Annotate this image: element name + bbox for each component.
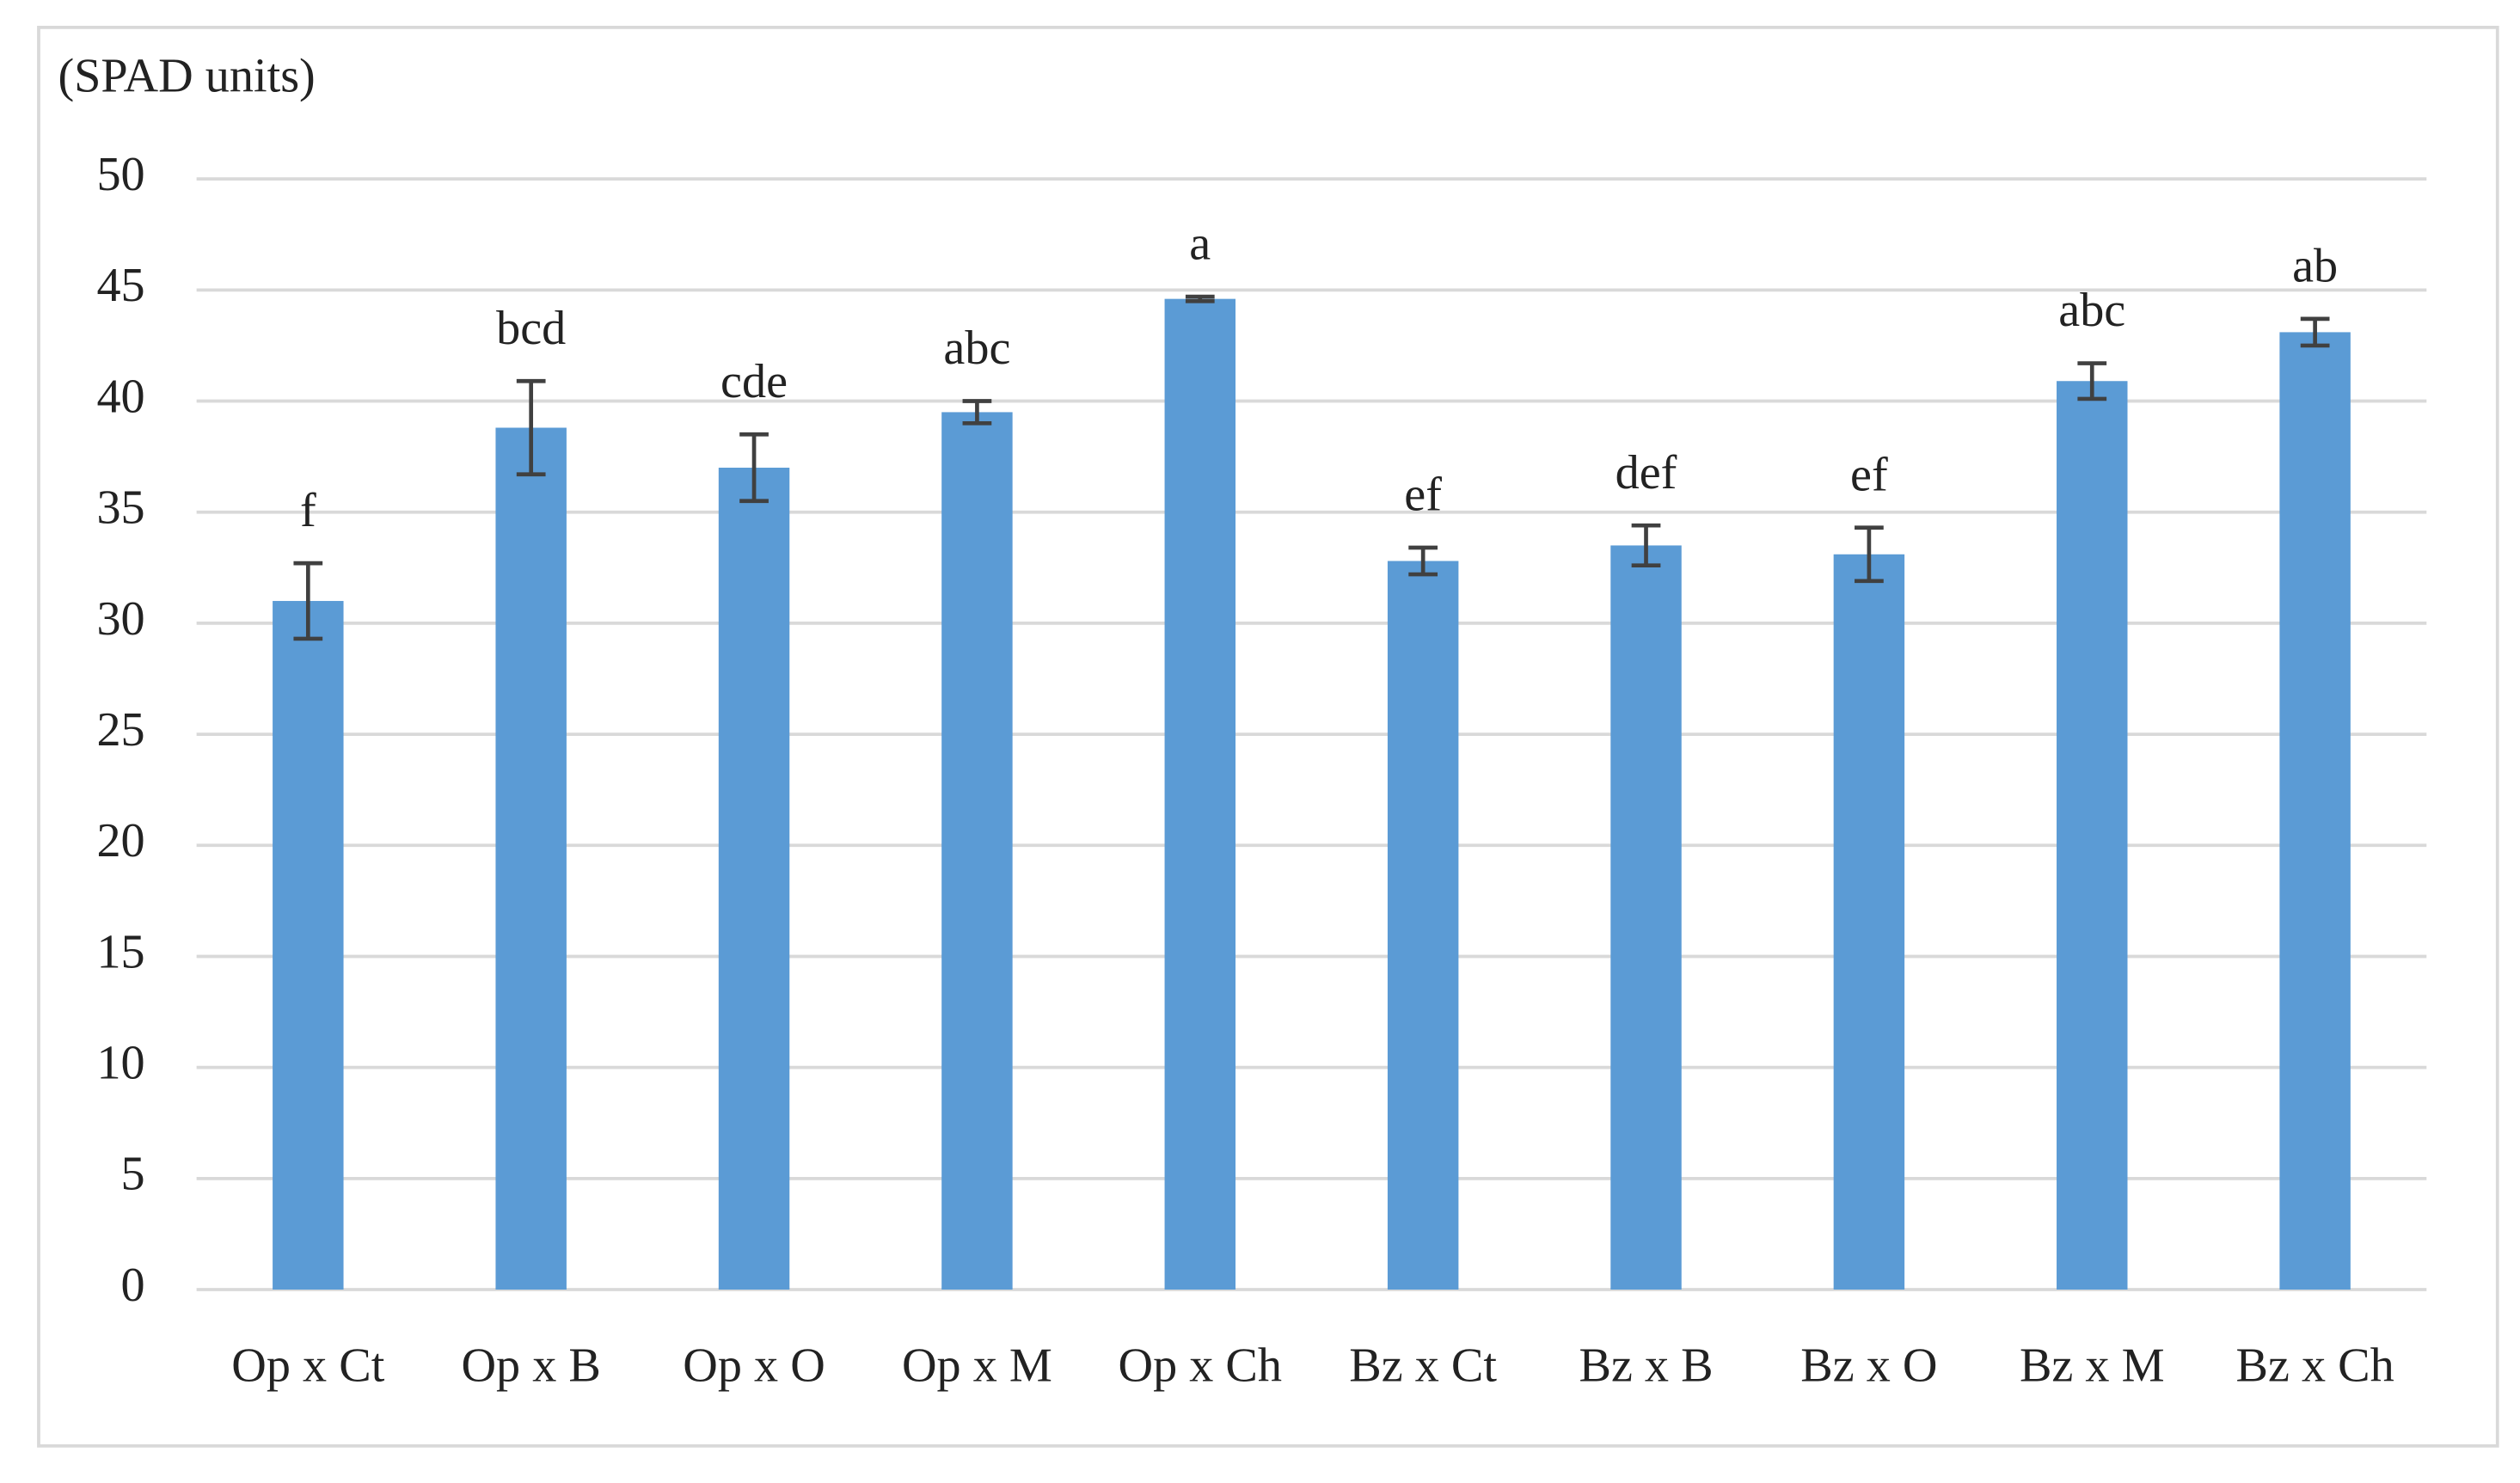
- x-tick-label: Op x O: [683, 1339, 825, 1393]
- significance-letter: ef: [1850, 448, 1888, 501]
- x-tick-label: Op x M: [902, 1339, 1052, 1393]
- bar: [1164, 298, 1236, 1290]
- y-tick-label: 0: [121, 1259, 145, 1312]
- chart-border: [37, 26, 2499, 1448]
- bar: [273, 601, 344, 1290]
- x-tick-label: Bz x O: [1800, 1339, 1937, 1393]
- y-tick-label: 15: [96, 925, 144, 978]
- x-tick-label: Bz x M: [2020, 1339, 2165, 1393]
- bar: [495, 427, 567, 1290]
- error-bar: [1185, 294, 1215, 303]
- x-tick-label: Bz x B: [1579, 1339, 1713, 1393]
- y-tick-label: 30: [96, 592, 144, 646]
- y-tick-label: 40: [96, 370, 144, 423]
- significance-letter: bcd: [496, 302, 566, 355]
- bar: [718, 468, 790, 1290]
- bar: [2057, 381, 2128, 1290]
- bar: [2279, 332, 2351, 1290]
- x-tick-label: Op x Ch: [1119, 1339, 1282, 1393]
- significance-letter: abc: [2058, 284, 2125, 337]
- y-tick-label: 20: [96, 814, 144, 867]
- y-tick-label: 10: [96, 1037, 144, 1090]
- significance-letter: f: [300, 484, 316, 537]
- error-bar: [2300, 316, 2330, 348]
- error-bar: [1408, 545, 1438, 577]
- error-bar: [293, 561, 323, 641]
- error-bar: [739, 432, 769, 504]
- y-tick-label: 35: [96, 481, 144, 535]
- significance-letter: def: [1616, 446, 1677, 499]
- x-tick-label: Bz x Ct: [1349, 1339, 1497, 1393]
- significance-letter: ef: [1404, 469, 1442, 522]
- y-tick-label: 25: [96, 703, 144, 757]
- y-axis-label: (SPAD units): [58, 50, 315, 103]
- significance-letter: cde: [720, 355, 788, 408]
- bar: [1833, 554, 1905, 1290]
- bar: [941, 412, 1013, 1290]
- bar: [1387, 561, 1459, 1290]
- y-tick-label: 5: [121, 1148, 145, 1201]
- significance-letter: a: [1189, 218, 1211, 271]
- error-bar: [516, 378, 546, 477]
- error-bar: [1855, 525, 1884, 584]
- x-tick-label: Op x Ct: [231, 1339, 384, 1393]
- x-tick-label: Op x B: [461, 1339, 600, 1393]
- y-tick-label: 50: [96, 148, 144, 201]
- error-bar: [962, 399, 992, 426]
- significance-letter: abc: [943, 322, 1010, 375]
- y-tick-label: 45: [96, 259, 144, 312]
- x-tick-label: Bz x Ch: [2236, 1339, 2394, 1393]
- error-bar: [1631, 523, 1661, 568]
- significance-letter: ab: [2292, 240, 2338, 293]
- error-bar: [2077, 361, 2107, 401]
- bar: [1610, 545, 1682, 1290]
